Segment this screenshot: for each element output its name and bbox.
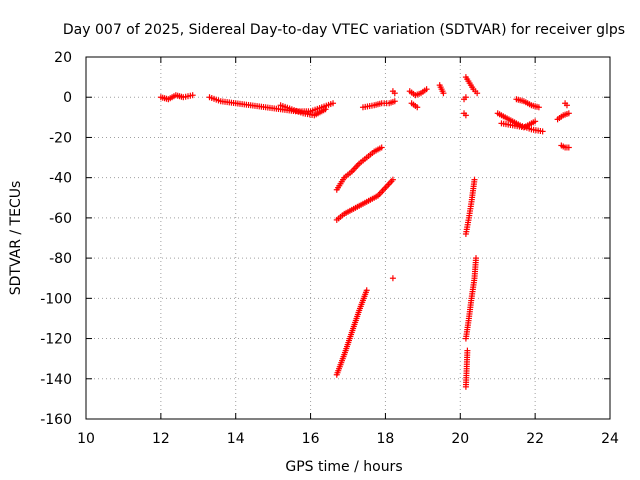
data-point bbox=[378, 144, 385, 151]
y-tick-label: -20 bbox=[49, 130, 72, 146]
y-tick-label: 20 bbox=[54, 50, 72, 66]
data-point bbox=[565, 110, 572, 117]
x-tick-label: 22 bbox=[526, 431, 544, 447]
x-tick-label: 14 bbox=[227, 431, 245, 447]
chart-title: Day 007 of 2025, Sidereal Day-to-day VTE… bbox=[63, 22, 625, 38]
data-point bbox=[474, 90, 481, 97]
x-tick-label: 10 bbox=[77, 431, 95, 447]
data-point bbox=[391, 90, 398, 97]
y-axis-label: SDTVAR / TECUs bbox=[8, 181, 24, 296]
data-point bbox=[391, 98, 398, 105]
y-tick-label: -100 bbox=[40, 291, 72, 307]
x-tick-label: 24 bbox=[601, 431, 619, 447]
x-tick-label: 12 bbox=[152, 431, 170, 447]
y-tick-label: -160 bbox=[40, 412, 72, 428]
data-point bbox=[539, 128, 546, 135]
data-point bbox=[189, 92, 196, 99]
data-point bbox=[389, 275, 396, 282]
data-point bbox=[535, 104, 542, 111]
data-point bbox=[462, 94, 469, 101]
data-point bbox=[471, 176, 478, 183]
plot-frame bbox=[85, 56, 611, 420]
data-point bbox=[330, 100, 337, 107]
x-tick-label: 18 bbox=[377, 431, 395, 447]
data-point bbox=[414, 104, 421, 111]
y-tick-label: -60 bbox=[49, 211, 72, 227]
y-tick-label: -40 bbox=[49, 171, 72, 187]
y-tick-label: -140 bbox=[40, 372, 72, 388]
data-point bbox=[440, 90, 447, 97]
x-tick-label: 20 bbox=[451, 431, 469, 447]
data-point bbox=[464, 347, 471, 354]
y-tick-labels: 20 0 -20 -40 -60 -80 -100 -120 -140 -160 bbox=[40, 50, 72, 428]
data-point bbox=[565, 144, 572, 151]
data-point bbox=[563, 102, 570, 109]
y-tick-label: -120 bbox=[40, 332, 72, 348]
x-axis-label: GPS time / hours bbox=[285, 459, 402, 475]
y-tick-label: 0 bbox=[63, 90, 72, 106]
data-points bbox=[157, 74, 572, 390]
data-point bbox=[532, 118, 539, 125]
x-tick-label: 16 bbox=[302, 431, 320, 447]
data-point bbox=[363, 287, 370, 294]
data-point bbox=[389, 176, 396, 183]
data-point bbox=[423, 86, 430, 93]
x-tick-labels: 10 12 14 16 18 20 22 24 bbox=[77, 431, 619, 447]
axis-ticks bbox=[85, 56, 611, 420]
y-tick-label: -80 bbox=[49, 251, 72, 267]
data-point bbox=[462, 112, 469, 119]
data-point bbox=[322, 106, 329, 113]
data-point bbox=[473, 255, 480, 262]
grid-lines bbox=[86, 57, 610, 419]
